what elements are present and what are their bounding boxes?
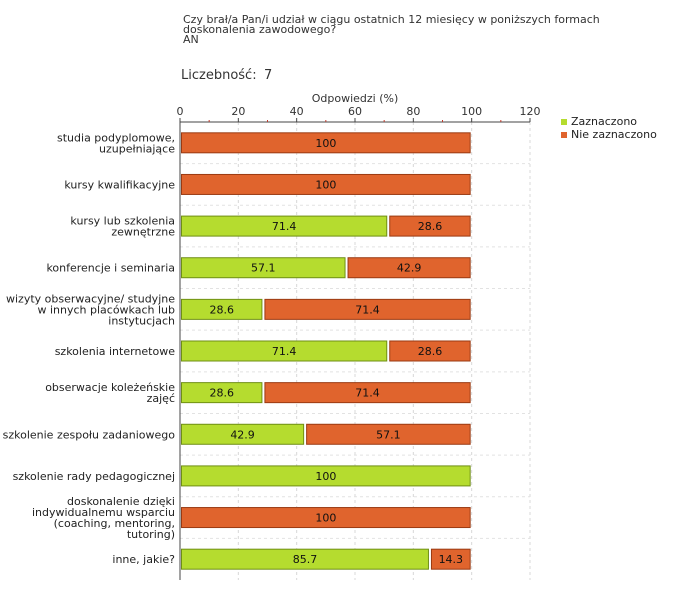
category-label: w innych placówkach lub <box>37 303 175 316</box>
sample-count-value: 7 <box>264 68 272 83</box>
x-axis-title: Odpowiedzi (%) <box>312 92 399 105</box>
category-label: zajęć <box>147 392 175 405</box>
x-tick-label: 40 <box>290 105 304 118</box>
bars: 100 100 71.4 28.6 57.1 42.9 28.6 71.4 71.4 28.6 28… <box>181 132 471 570</box>
legend-swatch <box>561 119 567 125</box>
category-label: zewnętrzne <box>111 226 175 239</box>
chart-title-line: AN <box>183 33 199 46</box>
bar-segment <box>181 465 471 487</box>
bar-segment <box>181 340 388 362</box>
bar-segment <box>181 298 263 320</box>
bar-segment <box>181 423 305 445</box>
category-label: kursy lub szkolenia <box>70 215 175 228</box>
x-tick-label: 120 <box>520 105 541 118</box>
category-label: indywidualnemu wsparciu <box>32 506 175 519</box>
bar-segment <box>389 215 471 237</box>
bar-value-label: 71.4 <box>272 220 297 233</box>
x-tick-label: 20 <box>231 105 245 118</box>
bar-value-label: 71.4 <box>355 387 380 400</box>
chart-title: Czy brał/a Pan/i udział w ciągu ostatnic… <box>183 13 600 46</box>
bar-value-label: 100 <box>315 512 336 525</box>
bar-segment <box>181 173 471 195</box>
category-label: inne, jakie? <box>112 553 175 566</box>
bar-value-label: 28.6 <box>209 303 234 316</box>
bar-segment <box>347 257 471 279</box>
bar-value-label: 42.9 <box>230 428 255 441</box>
category-label: konferencje i seminaria <box>46 262 175 275</box>
bar-value-label: 42.9 <box>397 262 422 275</box>
sample-count-label: Liczebność: <box>181 68 257 83</box>
bar-segment <box>264 382 471 404</box>
bar-value-label: 71.4 <box>355 303 380 316</box>
x-tick-label: 80 <box>406 105 420 118</box>
bar-value-label: 28.6 <box>418 220 443 233</box>
x-tick-label: 60 <box>348 105 362 118</box>
x-axis: 0 20 40 60 80 100 120 <box>177 105 541 580</box>
bar-segment <box>389 340 471 362</box>
bar-segment <box>430 548 471 570</box>
category-label: szkolenie rady pedagogicznej <box>13 470 175 483</box>
category-labels: studia podyplomowe,uzupełniające kursy kw… <box>3 131 176 566</box>
legend-label: Zaznaczono <box>571 115 637 128</box>
x-tick-label: 0 <box>177 105 184 118</box>
bar-segment <box>181 257 346 279</box>
bar-value-label: 28.6 <box>209 387 234 400</box>
bar-segment <box>306 423 471 445</box>
category-label: tutoring) <box>127 528 175 541</box>
bar-value-label: 57.1 <box>376 428 401 441</box>
category-label: studia podyplomowe, <box>57 131 175 144</box>
category-label: (coaching, mentoring, <box>54 517 175 530</box>
bar-value-label: 57.1 <box>251 262 276 275</box>
category-label: uzupełniające <box>99 142 175 155</box>
bar-segment <box>181 548 429 570</box>
bar-value-label: 100 <box>315 178 336 191</box>
bar-segment <box>181 507 471 529</box>
category-label: instytucjach <box>108 314 175 327</box>
category-label: szkolenie zespołu zadaniowego <box>3 428 176 441</box>
category-label: obserwacje koleżeńskie <box>45 381 175 394</box>
bar-segment <box>181 382 263 404</box>
bar-segment <box>181 215 388 237</box>
category-label: doskonalenie dzięki <box>67 495 175 508</box>
category-label: wizyty obserwacyjne/ studyjne <box>6 292 175 305</box>
category-label: kursy kwalifikacyjne <box>64 178 175 191</box>
bar-value-label: 71.4 <box>272 345 297 358</box>
bar-value-label: 14.3 <box>439 553 464 566</box>
bar-value-label: 100 <box>315 137 336 150</box>
bar-value-label: 85.7 <box>293 553 318 566</box>
bar-value-label: 100 <box>315 470 336 483</box>
chart-title-line: Czy brał/a Pan/i udział w ciągu ostatnic… <box>183 13 600 26</box>
category-label: szkolenia internetowe <box>55 345 176 358</box>
legend-swatch <box>561 132 567 138</box>
x-tick-label: 100 <box>461 105 482 118</box>
bar-value-label: 28.6 <box>418 345 443 358</box>
bar-segment <box>264 298 471 320</box>
chart-title-line: doskonalenia zawodowego? <box>183 23 336 36</box>
legend-label: Nie zaznaczono <box>571 128 657 141</box>
bar-segment <box>181 132 471 154</box>
